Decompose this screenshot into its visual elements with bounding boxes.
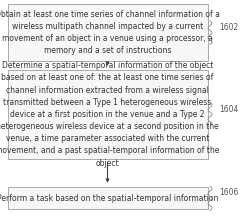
Text: 1602: 1602: [219, 23, 238, 32]
Text: Determine a spatial-temporal information of the object
based on at least one of:: Determine a spatial-temporal information…: [0, 61, 220, 168]
FancyBboxPatch shape: [8, 4, 207, 61]
FancyBboxPatch shape: [8, 70, 207, 159]
Text: 1606: 1606: [219, 188, 238, 198]
Text: 1604: 1604: [219, 104, 238, 114]
Text: Obtain at least one time series of channel information of a
wireless multipath c: Obtain at least one time series of chann…: [0, 10, 220, 55]
FancyBboxPatch shape: [8, 187, 207, 209]
Text: Perform a task based on the spatial-temporal information: Perform a task based on the spatial-temp…: [0, 194, 218, 203]
